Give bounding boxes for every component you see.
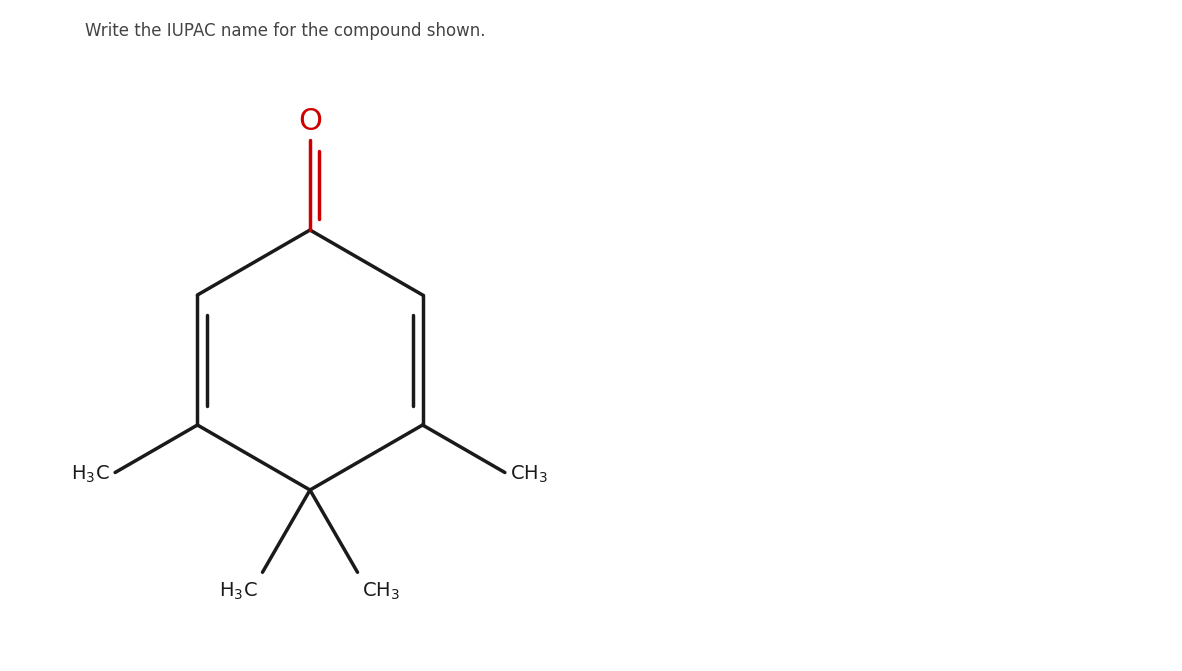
Text: H$_3$C: H$_3$C	[219, 580, 258, 602]
Text: O: O	[298, 107, 322, 136]
Text: CH$_3$: CH$_3$	[363, 580, 401, 602]
Text: H$_3$C: H$_3$C	[71, 464, 110, 485]
Text: CH$_3$: CH$_3$	[509, 464, 548, 485]
Text: Write the IUPAC name for the compound shown.: Write the IUPAC name for the compound sh…	[85, 22, 486, 40]
